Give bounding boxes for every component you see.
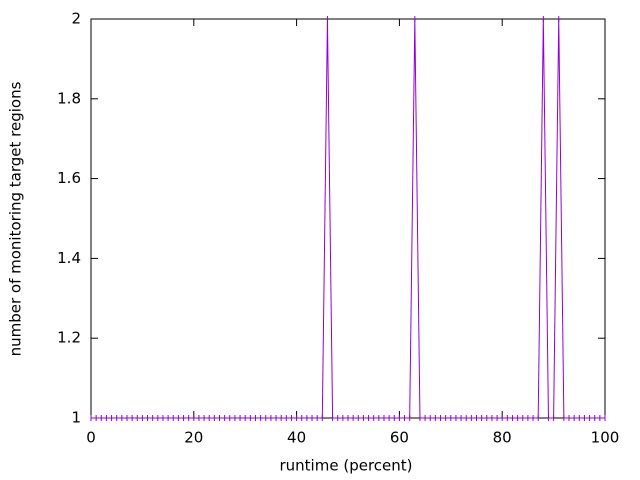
y-axis-label: number of monitoring target regions	[7, 81, 25, 356]
plot-frame	[90, 18, 606, 419]
y-tick-label: 1.6	[57, 169, 81, 187]
x-tick-label: 0	[86, 429, 96, 447]
y-tick-label: 1.4	[57, 249, 81, 267]
y-tick-label: 1.8	[57, 89, 81, 107]
y-tick-label: 2	[71, 10, 81, 28]
y-tick-label: 1	[71, 409, 81, 427]
data-line	[91, 18, 605, 419]
x-tick-label: 60	[390, 429, 409, 447]
x-tick-label: 40	[287, 429, 306, 447]
y-tick-label: 1.2	[57, 329, 81, 347]
x-axis-label: runtime (percent)	[280, 457, 413, 475]
x-tick-label: 80	[493, 429, 512, 447]
x-tick-label: 20	[184, 429, 203, 447]
x-tick-label: 100	[591, 429, 620, 447]
